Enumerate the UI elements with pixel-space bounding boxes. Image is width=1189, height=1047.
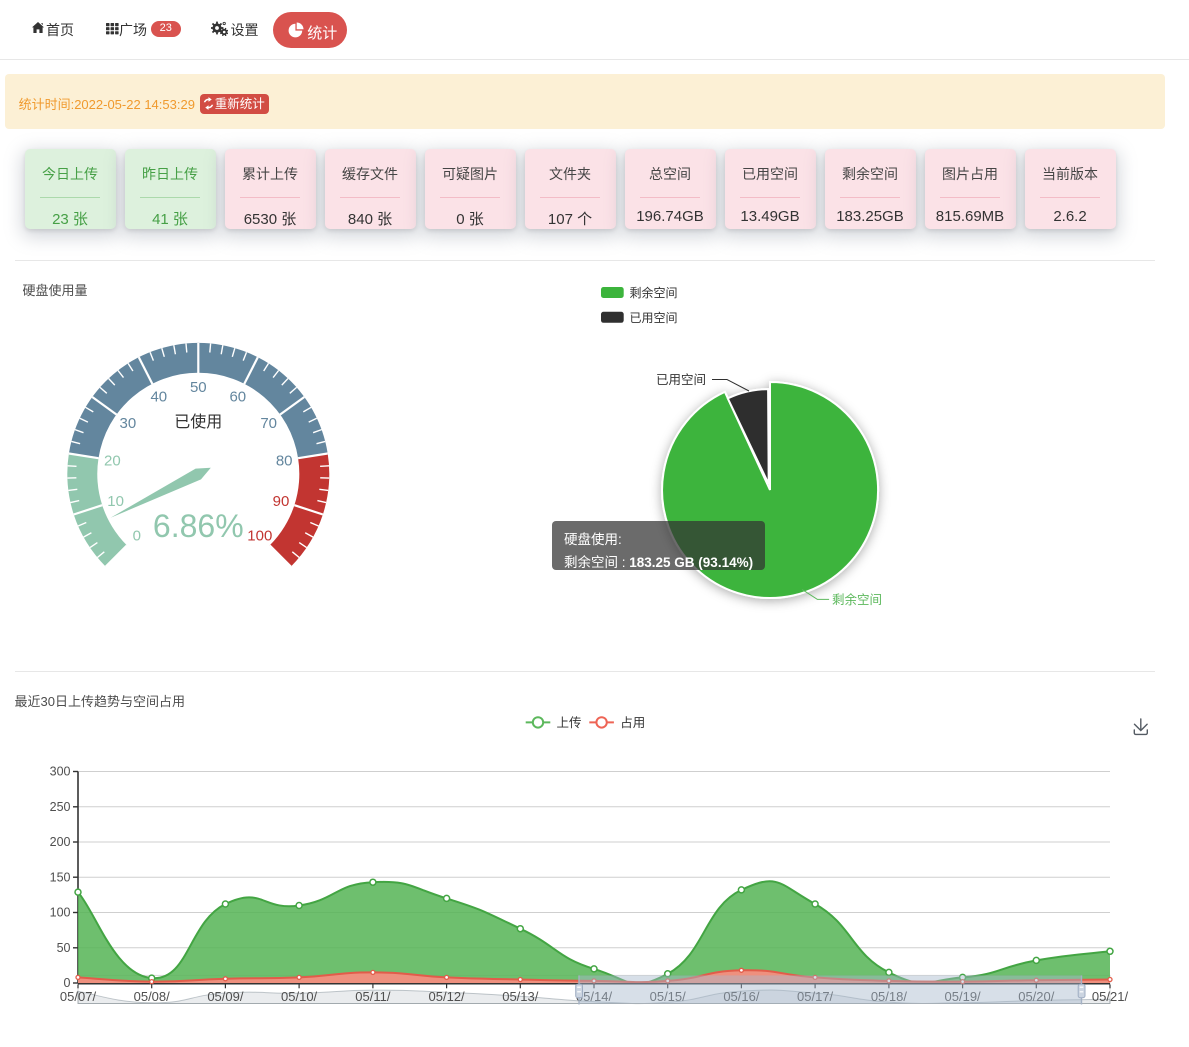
svg-text:100: 100 <box>247 528 272 545</box>
svg-text:上传: 上传 <box>557 715 582 730</box>
svg-text:占用: 占用 <box>620 715 645 730</box>
svg-text:6.86%: 6.86% <box>153 508 244 544</box>
svg-text:05/17/: 05/17/ <box>797 989 834 1004</box>
svg-text:10: 10 <box>107 493 124 510</box>
svg-text:250: 250 <box>50 800 71 814</box>
svg-text:200: 200 <box>50 835 71 849</box>
svg-text:05/07/: 05/07/ <box>60 989 97 1004</box>
svg-text:剩余空间: 剩余空间 <box>832 592 882 607</box>
svg-text:90: 90 <box>273 493 290 510</box>
svg-text:05/20/: 05/20/ <box>1018 989 1055 1004</box>
svg-text:05/13/: 05/13/ <box>502 989 539 1004</box>
svg-text:50: 50 <box>57 941 71 955</box>
svg-text:已用空间: 已用空间 <box>656 373 706 387</box>
svg-text:05/14/: 05/14/ <box>576 989 613 1004</box>
svg-text:50: 50 <box>190 379 207 396</box>
svg-text:05/08/: 05/08/ <box>134 989 171 1004</box>
svg-text:05/15/: 05/15/ <box>650 989 687 1004</box>
svg-text:40: 40 <box>150 389 167 406</box>
svg-text:05/09/: 05/09/ <box>207 989 244 1004</box>
svg-text:80: 80 <box>276 452 293 469</box>
svg-text:已用空间: 已用空间 <box>630 311 678 325</box>
svg-text:0: 0 <box>64 976 71 990</box>
svg-text:05/11/: 05/11/ <box>355 989 391 1004</box>
svg-text:已使用: 已使用 <box>174 413 222 431</box>
svg-text:剩余空间: 剩余空间 <box>630 285 678 300</box>
svg-text:05/10/: 05/10/ <box>281 989 318 1004</box>
svg-text:150: 150 <box>50 871 71 885</box>
svg-text:30: 30 <box>120 415 137 432</box>
svg-text:20: 20 <box>104 452 121 469</box>
svg-text:05/18/: 05/18/ <box>871 989 908 1004</box>
svg-text:300: 300 <box>50 765 71 779</box>
svg-text:05/19/: 05/19/ <box>945 989 982 1004</box>
svg-text:100: 100 <box>50 906 71 920</box>
svg-text:05/16/: 05/16/ <box>723 989 760 1004</box>
svg-text:0: 0 <box>133 528 141 545</box>
svg-text:60: 60 <box>229 389 246 406</box>
svg-text:70: 70 <box>260 415 277 432</box>
svg-text:05/12/: 05/12/ <box>429 989 466 1004</box>
svg-text:05/21/: 05/21/ <box>1092 989 1129 1004</box>
